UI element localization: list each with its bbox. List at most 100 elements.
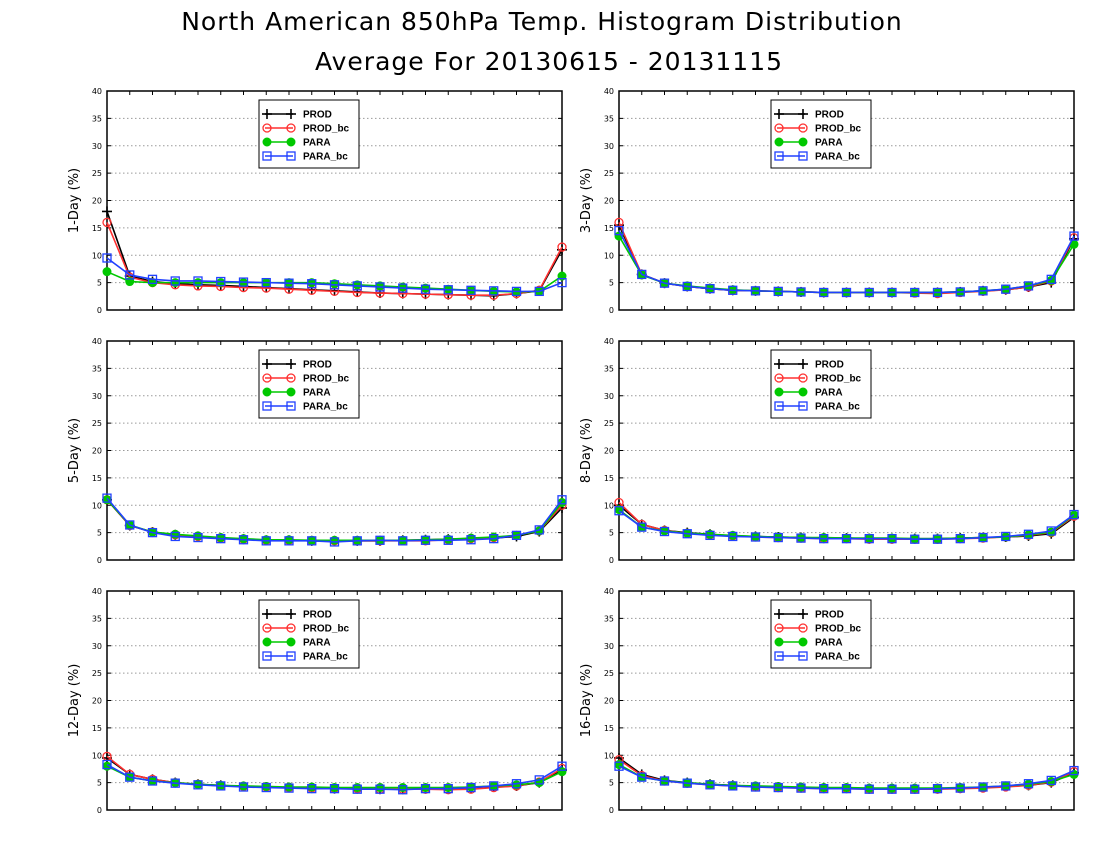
- data-point: [170, 531, 180, 542]
- y-tick-label: 40: [604, 337, 614, 346]
- y-tick-label: 5: [609, 779, 614, 788]
- y-tick-label: 20: [604, 197, 614, 206]
- data-point: [841, 533, 852, 544]
- legend-marker: [774, 637, 784, 647]
- y-axis-label: 3-Day (%): [579, 168, 594, 233]
- legend-marker: [798, 373, 808, 383]
- series-para-bc: [102, 759, 567, 795]
- plot-frame: [618, 590, 1075, 811]
- legend-marker: [286, 651, 296, 661]
- legend-marker: [262, 623, 272, 633]
- data-point: [750, 532, 761, 542]
- y-tick-label: 5: [609, 279, 614, 288]
- legend: PROD PROD_bc PARA PARA_bc: [258, 99, 360, 169]
- data-point: [420, 783, 431, 794]
- data-point: [329, 537, 340, 547]
- data-point: [511, 779, 522, 789]
- legend-label: PROD: [815, 360, 844, 371]
- data-point: [375, 535, 385, 545]
- legend-label: PARA_bc: [815, 152, 860, 163]
- data-point: [261, 782, 271, 793]
- legend-label: PROD_bc: [815, 124, 862, 135]
- legend-item: PARA_bc: [262, 651, 348, 663]
- data-point: [352, 784, 362, 794]
- legend-label: PARA: [815, 388, 843, 399]
- series-line: [106, 763, 563, 791]
- data-point: [1023, 779, 1034, 789]
- legend-marker: [262, 109, 272, 119]
- data-point: [443, 783, 453, 794]
- y-tick-label: 35: [92, 614, 102, 623]
- legend-marker: [798, 651, 808, 661]
- series-para-bc: [102, 253, 567, 297]
- data-point: [614, 761, 624, 771]
- legend-item: PARA_bc: [262, 401, 348, 413]
- legend-marker: [798, 137, 808, 147]
- data-point: [238, 535, 249, 545]
- y-axis-label: 16-Day (%): [579, 664, 594, 738]
- data-point: [352, 536, 362, 546]
- data-point: [682, 281, 692, 292]
- data-point: [841, 783, 852, 794]
- chart-subtitle: Average For 20130615 - 20131115: [315, 47, 783, 76]
- legend-label: PROD_bc: [815, 374, 862, 385]
- legend-item: PARA_bc: [262, 151, 348, 163]
- chart-title: North American 850hPa Temp. Histogram Di…: [181, 7, 903, 36]
- legend-marker: [286, 137, 296, 147]
- legend-item: PROD: [262, 109, 332, 121]
- legend-marker: [798, 123, 808, 133]
- legend-item: PROD: [774, 109, 844, 121]
- legend-label: PARA: [303, 638, 331, 649]
- legend-marker: [798, 359, 808, 369]
- legend-marker: [798, 637, 808, 647]
- legend-marker: [286, 387, 296, 397]
- data-point: [511, 530, 522, 541]
- y-axis-label: 8-Day (%): [579, 418, 594, 483]
- data-point: [261, 277, 271, 288]
- data-point: [102, 267, 112, 277]
- legend: PROD PROD_bc PARA PARA_bc: [770, 599, 872, 669]
- data-point: [864, 287, 874, 298]
- data-point: [910, 784, 920, 794]
- y-tick-label: 25: [92, 669, 102, 678]
- data-point: [193, 532, 203, 543]
- series-para: [102, 495, 567, 545]
- legend-marker: [286, 151, 296, 161]
- legend-marker: [798, 109, 808, 119]
- legend-label: PROD_bc: [815, 624, 862, 635]
- y-tick-label: 10: [92, 751, 102, 760]
- chart-panel-2: 0 5 10 15 20 25 30 35 40 3-Day (%) PROD PROD_bc PARA…: [579, 87, 1079, 315]
- legend-marker: [774, 123, 784, 133]
- data-point: [102, 759, 112, 770]
- data-point: [682, 529, 692, 539]
- legend-marker: [262, 401, 272, 411]
- data-point: [1069, 231, 1079, 241]
- legend-item: PARA: [774, 387, 843, 399]
- chart-panel-4: 0 5 10 15 20 25 30 35 40 8-Day (%) PROD PROD_bc PARA…: [579, 337, 1079, 565]
- legend-marker: [286, 623, 296, 633]
- legend-item: PROD_bc: [774, 373, 862, 385]
- legend-marker: [286, 609, 296, 619]
- series-line: [618, 510, 1075, 540]
- data-point: [170, 276, 180, 286]
- legend-item: PARA: [774, 637, 843, 649]
- data-point: [102, 217, 112, 228]
- legend-marker: [774, 387, 784, 397]
- data-point: [932, 783, 943, 794]
- data-point: [329, 280, 340, 290]
- y-tick-label: 0: [609, 306, 614, 315]
- y-tick-label: 35: [92, 364, 102, 373]
- data-point: [1001, 284, 1011, 294]
- data-point: [238, 277, 249, 287]
- data-point: [705, 530, 715, 541]
- y-axis-label: 12-Day (%): [67, 664, 82, 738]
- data-point: [796, 533, 806, 543]
- data-point: [819, 533, 829, 544]
- data-point: [864, 784, 874, 794]
- data-point: [216, 533, 226, 544]
- data-point: [1046, 274, 1056, 284]
- data-point: [147, 274, 158, 284]
- series-para-bc: [614, 225, 1079, 298]
- legend-label: PARA_bc: [303, 652, 348, 663]
